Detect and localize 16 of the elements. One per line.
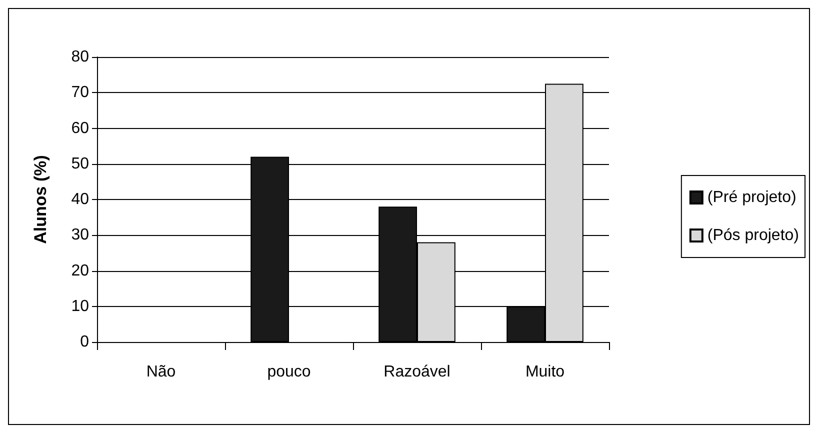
- y-tick-label: 0: [80, 334, 90, 350]
- x-tick-label: Não: [146, 364, 176, 380]
- y-tick-label: 70: [71, 84, 90, 102]
- y-axis-title: Alunos (%): [31, 155, 50, 244]
- y-tick-label: 60: [71, 120, 90, 137]
- y-tick-label: 40: [71, 191, 90, 208]
- x-tick-label: Razoável: [384, 364, 450, 380]
- legend-label: (Pré projeto): [707, 189, 796, 206]
- x-tick-label: pouco: [267, 364, 311, 380]
- x-tick-label: Muito: [525, 364, 565, 380]
- y-tick-label: 80: [71, 48, 90, 66]
- legend-label: (Pós projeto): [707, 227, 799, 244]
- y-tick-label: 10: [71, 298, 90, 315]
- y-tick-label: 30: [71, 226, 90, 244]
- y-tick-label: 50: [71, 155, 90, 172]
- y-tick-label: 20: [71, 262, 90, 280]
